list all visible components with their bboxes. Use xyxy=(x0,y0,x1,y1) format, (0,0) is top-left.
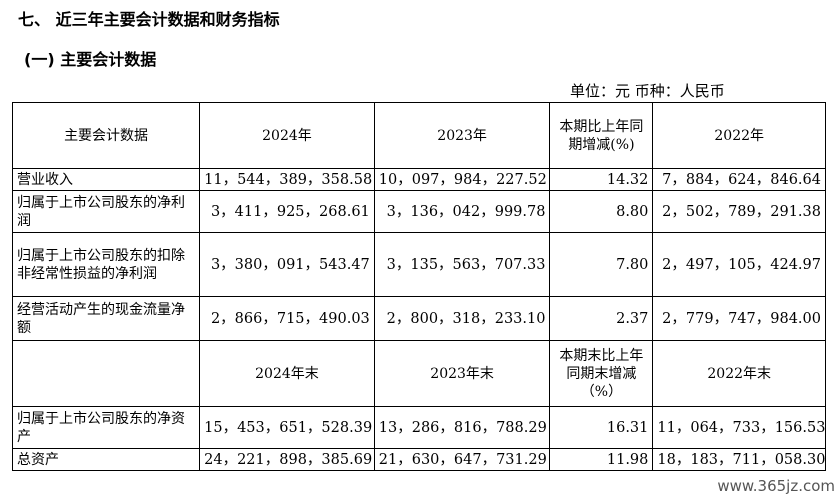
row-label: 归属于上市公司股东的扣除非经常性损益的净利润 xyxy=(11,232,201,297)
header-cell: 2023年末 xyxy=(373,340,551,407)
header-cell: 本期比上年同期增减(%) xyxy=(549,102,654,169)
accounting-data-table: 主要会计数据 2024年 2023年 本期比上年同期增减(%) 2022年 营业… xyxy=(11,102,826,471)
value-cell: 2，497，105，424.97 xyxy=(652,232,826,297)
table-row: 归属于上市公司股东的净资产 15，453，651，528.39 13，286，8… xyxy=(11,406,826,449)
value-cell: 3，411，925，268.61 xyxy=(199,190,375,233)
value-cell: 7，884，624，846.64 xyxy=(652,168,826,191)
section-title: 七、 近三年主要会计数据和财务指标 xyxy=(18,10,280,29)
watermark: www.365jz.com xyxy=(717,477,835,495)
change-cell: 7.80 xyxy=(549,232,654,297)
value-cell: 21，630，647，731.29 xyxy=(373,448,551,471)
header-cell: 2022年末 xyxy=(652,340,826,407)
value-cell: 11，544，389，358.58 xyxy=(199,168,375,191)
table-row: 归属于上市公司股东的净利润 3，411，925，268.61 3，136，042… xyxy=(11,190,826,233)
value-cell: 3，136，042，999.78 xyxy=(373,190,551,233)
change-cell: 14.32 xyxy=(549,168,654,191)
value-cell: 10，097，984，227.52 xyxy=(373,168,551,191)
value-cell: 2，800，318，233.10 xyxy=(373,296,551,341)
row-label: 营业收入 xyxy=(11,168,201,191)
value-cell: 2，866，715，490.03 xyxy=(199,296,375,341)
header-cell: 2024年 xyxy=(199,102,375,169)
subsection-title: (一) 主要会计数据 xyxy=(24,50,157,69)
table-row: 归属于上市公司股东的扣除非经常性损益的净利润 3，380，091，543.47 … xyxy=(11,232,826,297)
row-label: 归属于上市公司股东的净资产 xyxy=(11,406,201,449)
row-label: 归属于上市公司股东的净利润 xyxy=(11,190,201,233)
unit-line: 单位：元 币种：人民币 xyxy=(570,82,725,100)
value-cell: 11，064，733，156.53 xyxy=(652,406,826,449)
header-cell: 本期末比上年同期末增减（%） xyxy=(549,340,654,407)
change-cell: 2.37 xyxy=(549,296,654,341)
header-cell: 2024年末 xyxy=(199,340,375,407)
value-cell: 2，502，789，291.38 xyxy=(652,190,826,233)
table-header-row: 主要会计数据 2024年 2023年 本期比上年同期增减(%) 2022年 xyxy=(11,102,826,169)
table-row: 总资产 24，221，898，385.69 21，630，647，731.29 … xyxy=(11,448,826,471)
change-cell: 16.31 xyxy=(549,406,654,449)
table-row: 经营活动产生的现金流量净额 2，866，715，490.03 2，800，318… xyxy=(11,296,826,341)
header-cell: 主要会计数据 xyxy=(11,102,201,169)
header-cell: 2023年 xyxy=(373,102,551,169)
value-cell: 2，779，747，984.00 xyxy=(652,296,826,341)
row-label: 总资产 xyxy=(11,448,201,471)
header-cell: 2022年 xyxy=(652,102,826,169)
value-cell: 15，453，651，528.39 xyxy=(199,406,375,449)
change-cell: 8.80 xyxy=(549,190,654,233)
value-cell: 13，286，816，788.29 xyxy=(373,406,551,449)
table-header-row-2: 2024年末 2023年末 本期末比上年同期末增减（%） 2022年末 xyxy=(11,340,826,407)
value-cell: 3，380，091，543.47 xyxy=(199,232,375,297)
value-cell: 3，135，563，707.33 xyxy=(373,232,551,297)
value-cell: 24，221，898，385.69 xyxy=(199,448,375,471)
table-row: 营业收入 11，544，389，358.58 10，097，984，227.52… xyxy=(11,168,826,191)
change-cell: 11.98 xyxy=(549,448,654,471)
row-label: 经营活动产生的现金流量净额 xyxy=(11,296,201,341)
value-cell: 18，183，711，058.30 xyxy=(652,448,826,471)
header-cell xyxy=(11,340,201,407)
